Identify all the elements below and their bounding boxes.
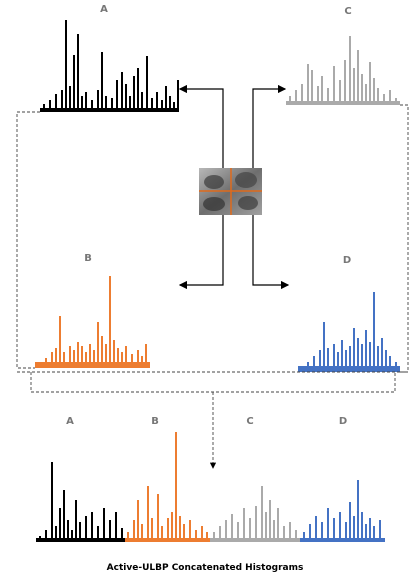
dashed-connectors — [16, 104, 409, 469]
label: A — [66, 416, 74, 427]
label: B — [84, 253, 92, 264]
arrows — [178, 84, 290, 290]
label: A — [100, 4, 108, 15]
histogram-b — [35, 276, 150, 368]
label: D — [343, 255, 351, 266]
histogram-concatenated — [36, 432, 385, 542]
histogram-d — [298, 292, 400, 372]
label: C — [246, 416, 253, 427]
histogram-a — [40, 20, 179, 112]
histogram-c — [286, 36, 400, 105]
label: D — [339, 416, 347, 427]
label: B — [151, 416, 159, 427]
label: C — [344, 6, 351, 17]
texture-image — [199, 168, 262, 215]
caption: Active-ULBP Concatenated Histograms — [107, 563, 304, 573]
